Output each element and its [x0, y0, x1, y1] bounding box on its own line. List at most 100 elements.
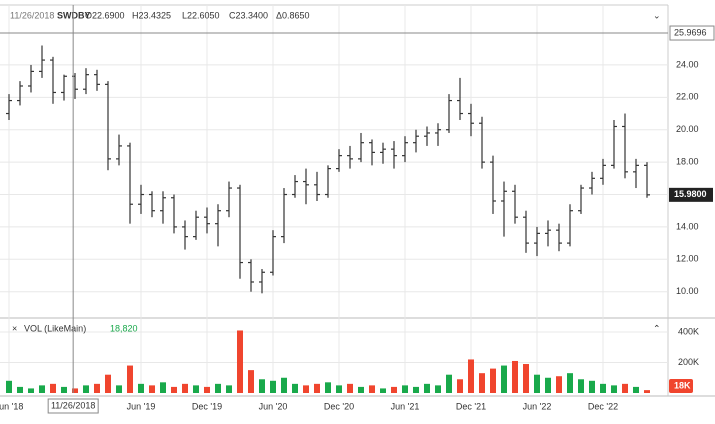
y-tick-label: 12.00 — [676, 254, 699, 264]
volume-bar — [523, 364, 529, 393]
volume-bar — [292, 383, 298, 393]
volume-bar — [567, 373, 573, 393]
volume-bar — [116, 385, 122, 393]
volume-bar — [413, 386, 419, 393]
volume-bar — [402, 385, 408, 393]
volume-bar — [512, 360, 518, 393]
volume-bar — [215, 383, 221, 393]
volume-bar — [303, 385, 309, 393]
volume-bar — [369, 385, 375, 393]
volume-bar — [248, 370, 254, 393]
volume-bar — [490, 368, 496, 393]
volume-bar — [105, 374, 111, 393]
volume-bar — [149, 385, 155, 393]
volume-bar — [127, 365, 133, 393]
volume-bar — [633, 386, 639, 393]
ohlc-legend: 11/26/2018 SWDBY O22.6900 H23.4325 L22.6… — [10, 10, 310, 20]
volume-bar — [446, 374, 452, 393]
volume-bar — [600, 383, 606, 393]
volume-bar — [545, 377, 551, 393]
volume-bar — [358, 386, 364, 393]
x-tick-label: Jun '20 — [259, 401, 288, 411]
volume-bar — [622, 383, 628, 393]
x-tick-label: Dec '19 — [192, 401, 222, 411]
volume-bar — [336, 385, 342, 393]
volume-tick-label: 400K — [678, 326, 699, 336]
legend-low: L22.6050 — [182, 10, 220, 20]
volume-bar — [644, 390, 650, 393]
legend-change: Δ0.8650 — [276, 10, 310, 20]
volume-bar — [237, 330, 243, 393]
collapse-icon[interactable]: ⌄ — [653, 10, 661, 20]
crosshair-price-box — [669, 25, 715, 41]
volume-bar — [380, 388, 386, 393]
y-tick-label: 20.00 — [676, 124, 699, 134]
x-tick-label: Dec '22 — [588, 401, 618, 411]
volume-bar — [556, 376, 562, 393]
x-tick-label: Dec '20 — [324, 401, 354, 411]
volume-bar — [424, 383, 430, 393]
volume-bar — [347, 383, 353, 393]
volume-bar — [226, 385, 232, 393]
last-price-label: 15.9800 — [674, 189, 707, 199]
crosshair-date-label: 11/26/2018 — [51, 400, 95, 410]
collapse-icon[interactable]: ⌃ — [653, 323, 661, 333]
volume-bar — [391, 386, 397, 393]
volume-bar — [94, 383, 100, 393]
x-tick-label: Jun '21 — [391, 401, 420, 411]
volume-bar — [589, 380, 595, 393]
volume-bar — [61, 386, 67, 393]
volume-bar — [281, 377, 287, 393]
y-tick-label: 18.00 — [676, 156, 699, 166]
volume-bar — [578, 379, 584, 393]
volume-bar — [259, 379, 265, 393]
volume-last: 18,820 — [110, 323, 138, 333]
volume-bar — [270, 380, 276, 393]
legend-close: C23.3400 — [229, 10, 268, 20]
volume-tick-label: 200K — [678, 357, 699, 367]
volume-bar — [160, 382, 166, 393]
volume-badge — [669, 379, 693, 393]
legend-open: O22.6900 — [85, 10, 125, 20]
y-tick-label: 14.00 — [676, 221, 699, 231]
crosshair-price-label: 25.9696 — [674, 27, 707, 37]
y-tick-label: 22.00 — [676, 92, 699, 102]
close-icon[interactable]: × — [12, 323, 17, 333]
y-tick-label: 10.00 — [676, 286, 699, 296]
volume-bar — [138, 383, 144, 393]
legend-date: 11/26/2018 — [10, 10, 54, 20]
volume-bar — [83, 385, 89, 393]
volume-title: VOL (LikeMain) — [24, 323, 86, 333]
x-tick-label: Jun '19 — [127, 401, 156, 411]
x-tick-label: Jun '22 — [523, 401, 552, 411]
volume-bar — [28, 388, 34, 393]
volume-bar — [204, 386, 210, 393]
volume-bar — [534, 374, 540, 393]
legend-high: H23.4325 — [132, 10, 171, 20]
volume-bar — [17, 386, 23, 393]
volume-bar — [468, 359, 474, 393]
x-tick-label: Jun '18 — [0, 401, 23, 411]
volume-bar — [171, 386, 177, 393]
volume-badge-label: 18K — [674, 380, 691, 390]
volume-bar — [182, 383, 188, 393]
volume-bar — [50, 383, 56, 393]
volume-bar — [314, 383, 320, 393]
volume-bar — [501, 365, 507, 393]
x-tick-label: Dec '21 — [456, 401, 486, 411]
volume-bar — [39, 385, 45, 393]
volume-bar — [457, 379, 463, 393]
last-price-box — [669, 187, 713, 202]
volume-bar — [479, 373, 485, 393]
volume-bar — [72, 388, 78, 393]
volume-bar — [193, 385, 199, 393]
volume-bar — [325, 382, 331, 393]
legend-symbol: SWDBY — [57, 10, 91, 20]
volume-bar — [611, 385, 617, 393]
volume-bar — [6, 380, 12, 393]
volume-bar — [435, 385, 441, 393]
crosshair-date-box — [47, 398, 99, 414]
y-tick-label: 24.00 — [676, 59, 699, 69]
